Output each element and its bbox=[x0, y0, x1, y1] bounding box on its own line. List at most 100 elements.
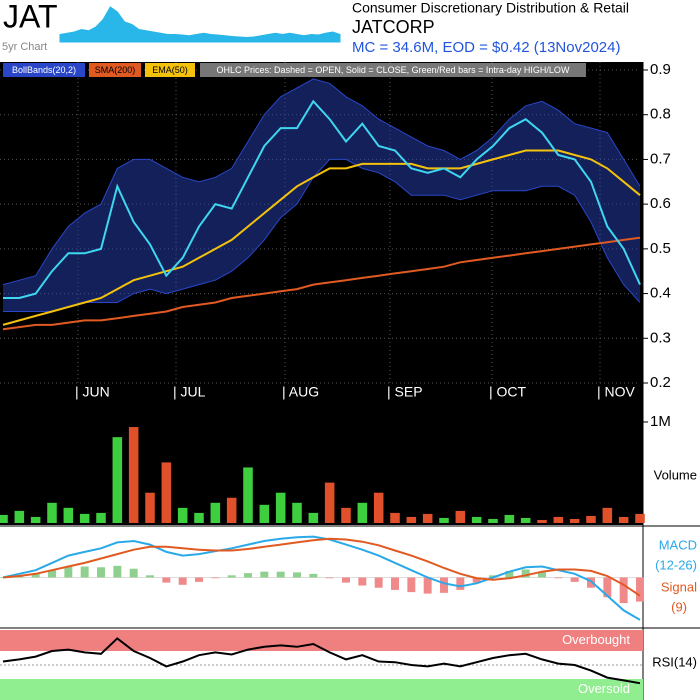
volume-bar bbox=[373, 492, 384, 523]
bollinger-lower bbox=[3, 158, 641, 312]
volume-bar bbox=[96, 512, 106, 523]
macd-histogram-bar bbox=[554, 577, 563, 579]
volume-bar bbox=[618, 516, 629, 523]
macd-histogram-bar bbox=[440, 577, 448, 593]
macd-histogram-bar bbox=[391, 577, 399, 590]
macd-histogram-bar bbox=[472, 577, 481, 583]
y-tick-label: 0.3 bbox=[650, 329, 671, 346]
macd-histogram-bar bbox=[407, 577, 416, 593]
macd-histogram-bar bbox=[80, 566, 89, 578]
y-tick-label: 0.7 bbox=[650, 150, 671, 167]
macd-histogram-bar bbox=[260, 571, 269, 578]
volume-bar bbox=[30, 516, 41, 523]
volume-bar bbox=[471, 516, 482, 523]
macd-histogram-bar bbox=[505, 570, 514, 578]
x-tick-label: | NOV bbox=[597, 384, 636, 400]
macd-histogram-bar bbox=[619, 577, 628, 604]
volume-bar bbox=[455, 510, 466, 523]
sparkline-label: 5yr Chart bbox=[2, 41, 47, 53]
series-line bbox=[2, 149, 641, 326]
price-panel-bg bbox=[0, 62, 643, 408]
x-tick-label: | JUN bbox=[75, 384, 110, 400]
volume-bar bbox=[112, 437, 123, 523]
macd-histogram-bar bbox=[342, 577, 350, 583]
volume-bar bbox=[569, 518, 580, 523]
panel-label: RSI(14) bbox=[652, 654, 697, 669]
macd-histogram-bar bbox=[244, 573, 252, 578]
volume-bar bbox=[0, 514, 8, 523]
volume-bar bbox=[504, 514, 515, 523]
macd-histogram-bar bbox=[293, 572, 301, 578]
legend-sublabel: (12-26) bbox=[655, 557, 697, 572]
legend-label: BollBands(20,2) bbox=[12, 65, 76, 75]
y-tick-label: 1M bbox=[650, 413, 671, 430]
volume-bar bbox=[422, 513, 433, 523]
volume-bar bbox=[177, 507, 188, 523]
volume-bar bbox=[341, 507, 351, 523]
volume-bar bbox=[439, 517, 449, 523]
macd-histogram-bar bbox=[587, 577, 595, 588]
y-tick-label: 0.8 bbox=[650, 106, 671, 123]
band-label: Oversold bbox=[578, 681, 630, 696]
macd-histogram-bar bbox=[636, 577, 644, 602]
volume-bar bbox=[292, 502, 302, 523]
macd-histogram-bar bbox=[146, 575, 154, 578]
legend-note-bg bbox=[200, 63, 586, 77]
y-tick-label: 0.9 bbox=[650, 61, 671, 78]
volume-bar bbox=[308, 512, 319, 523]
volume-bar bbox=[210, 502, 221, 523]
macd-histogram-bar bbox=[64, 566, 73, 578]
volume-bar bbox=[128, 427, 139, 523]
rsi-band bbox=[0, 630, 643, 651]
macd-histogram-bar bbox=[113, 565, 122, 578]
x-tick-label: | OCT bbox=[489, 384, 527, 400]
legend-swatch bbox=[145, 63, 195, 77]
macd-histogram-bar bbox=[31, 573, 40, 578]
volume-bar bbox=[243, 467, 253, 523]
volume-bar bbox=[553, 516, 564, 523]
volume-bar bbox=[259, 504, 270, 523]
macd-histogram-bar bbox=[570, 577, 579, 582]
legend-label: SMA(200) bbox=[95, 65, 136, 75]
volume-bar bbox=[586, 515, 596, 523]
macd-histogram-bar bbox=[162, 577, 171, 583]
series-line bbox=[2, 637, 641, 685]
series-line bbox=[2, 535, 641, 621]
macd-histogram-bar bbox=[195, 577, 203, 582]
volume-bar bbox=[635, 513, 645, 523]
volume-bar bbox=[79, 513, 90, 523]
series-line bbox=[2, 537, 641, 597]
sector: Consumer Discretionary Distribution & Re… bbox=[352, 0, 629, 16]
ticker: JAT bbox=[3, 0, 58, 34]
y-tick-label: 0.4 bbox=[650, 285, 671, 302]
sparkline bbox=[59, 6, 341, 43]
macd-histogram-bar bbox=[489, 575, 497, 578]
legend-label: MACD bbox=[659, 537, 697, 552]
macd-histogram-bar bbox=[276, 571, 285, 578]
volume-bar bbox=[194, 512, 204, 523]
legend-label: EMA(50) bbox=[152, 65, 188, 75]
macd-histogram-bar bbox=[97, 567, 105, 578]
sparkline-area bbox=[59, 6, 341, 43]
legend-sublabel: (9) bbox=[671, 599, 687, 614]
macd-histogram-bar bbox=[211, 577, 220, 579]
macd-histogram-bar bbox=[521, 569, 530, 578]
volume-bar bbox=[390, 512, 400, 523]
macd-histogram-bar bbox=[178, 577, 187, 585]
volume-bar bbox=[161, 462, 172, 523]
volume-bar bbox=[47, 502, 57, 523]
macd-histogram-bar bbox=[423, 577, 432, 594]
macd-histogram-bar bbox=[374, 577, 383, 588]
volume-bar bbox=[520, 517, 531, 523]
volume-bar bbox=[275, 492, 286, 523]
volume-bar bbox=[488, 518, 498, 523]
legend-swatch bbox=[89, 63, 141, 77]
macd-histogram-bar bbox=[129, 568, 138, 578]
y-tick-label: 0.5 bbox=[650, 240, 671, 257]
volume-bar bbox=[226, 497, 237, 523]
y-tick-label: 0.6 bbox=[650, 195, 671, 212]
x-tick-label: | JUL bbox=[173, 384, 206, 400]
macd-histogram-bar bbox=[325, 577, 334, 579]
band-label: Overbought bbox=[562, 632, 630, 647]
